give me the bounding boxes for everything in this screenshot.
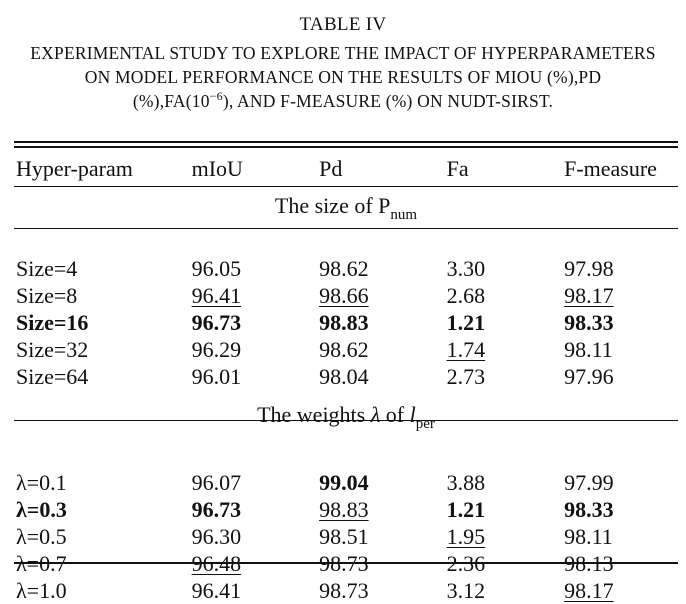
section-weights-pre: The weights: [257, 401, 371, 427]
cell-fa: 3.12: [446, 578, 486, 603]
section-row-weights: The weights λ of lper: [14, 390, 678, 442]
cell-miou: 96.05: [191, 256, 242, 281]
table-row: λ=0.5 96.30 98.51 1.95 98.11: [14, 523, 678, 550]
top-rule-1: [14, 141, 678, 143]
cell-fa: 2.68: [446, 283, 486, 308]
section-weights-l: l: [409, 401, 416, 427]
header-f-measure: F-measure: [564, 155, 657, 181]
header-fa: Fa: [446, 155, 469, 181]
table-row: λ=0.3 96.73 98.83 1.21 98.33: [14, 496, 678, 523]
row-label: λ=0.7: [16, 551, 67, 576]
section-weights-subscript: per: [415, 415, 435, 432]
cell-f-measure: 98.17: [564, 283, 614, 308]
cell-pd: 98.04: [319, 364, 369, 389]
cell-fa: 1.21: [446, 497, 486, 522]
header-row: Hyper-param mIoU Pd Fa F-measure: [14, 150, 678, 186]
caption-line-3: (%),FA(10−6), AND F-MEASURE (%) ON NUDT-…: [0, 88, 686, 116]
table-row: λ=0.1 96.07 99.04 3.88 97.99: [14, 469, 678, 496]
caption-line-1: EXPERIMENTAL STUDY TO EXPLORE THE IMPACT…: [30, 43, 656, 63]
row-label: λ=0.1: [16, 470, 67, 495]
table-title: TABLE IV: [299, 14, 387, 35]
top-rule-2: [14, 146, 678, 148]
header-hyper-param: Hyper-param: [16, 155, 133, 181]
header-miou: mIoU: [191, 155, 243, 181]
cell-fa: 1.74: [446, 337, 486, 362]
cell-miou: 96.41: [191, 283, 242, 308]
table-row: Size=16 96.73 98.83 1.21 98.33: [14, 309, 678, 336]
bottom-rule: [14, 562, 678, 564]
cell-miou: 96.07: [191, 470, 242, 495]
row-label: Size=8: [16, 283, 78, 308]
caption-line-3-post: ), AND F-MEASURE (%) ON NUDT-SIRST.: [222, 91, 554, 111]
cell-f-measure: 98.33: [564, 310, 614, 335]
cell-miou: 96.73: [191, 310, 242, 335]
cell-f-measure: 98.17: [564, 578, 614, 603]
section-label-weights: The weights λ of lper: [14, 390, 678, 442]
cell-miou: 96.30: [191, 524, 242, 549]
cell-pd: 98.83: [319, 310, 369, 335]
section-weights-lambda: λ: [370, 401, 381, 427]
cell-f-measure: 98.11: [564, 337, 613, 362]
cell-pd: 98.62: [319, 256, 369, 281]
cell-pd: 98.73: [319, 551, 369, 576]
section-size-subscript: num: [390, 206, 418, 223]
caption-superscript: −6: [209, 89, 223, 103]
cell-f-measure: 97.96: [564, 364, 614, 389]
section-size-text: The size of P: [274, 192, 391, 218]
cell-fa: 2.36: [446, 551, 486, 576]
table-row: Size=4 96.05 98.62 3.30 97.98: [14, 255, 678, 282]
cell-fa: 2.73: [446, 364, 486, 389]
section1-rule: [14, 228, 678, 229]
header-rule: [14, 186, 678, 187]
row-label: Size=64: [16, 364, 89, 389]
cell-pd: 98.66: [319, 283, 369, 308]
header-pd: Pd: [319, 155, 343, 181]
table-row: Size=64 96.01 98.04 2.73 97.96: [14, 363, 678, 390]
cell-pd: 98.83: [319, 497, 369, 522]
cell-fa: 1.21: [446, 310, 486, 335]
row-label: Size=32: [16, 337, 89, 362]
cell-pd: 98.51: [319, 524, 369, 549]
row-label: Size=4: [16, 256, 78, 281]
section-label-size: The size of Pnum: [14, 186, 678, 228]
cell-miou: 96.01: [191, 364, 242, 389]
cell-miou: 96.41: [191, 578, 242, 603]
table-row: Size=8 96.41 98.66 2.68 98.17: [14, 282, 678, 309]
cell-fa: 3.30: [446, 256, 486, 281]
table-row: λ=1.0 96.41 98.73 3.12 98.17: [14, 577, 678, 604]
cell-pd: 98.73: [319, 578, 369, 603]
caption-line-3-pre: (%),FA(10: [132, 91, 210, 111]
section-row-size: The size of Pnum: [14, 186, 678, 228]
caption-line-2: ON MODEL PERFORMANCE ON THE RESULTS OF M…: [84, 67, 602, 87]
cell-miou: 96.73: [191, 497, 242, 522]
cell-f-measure: 98.11: [564, 524, 613, 549]
cell-miou: 96.29: [191, 337, 242, 362]
cell-f-measure: 97.99: [564, 470, 614, 495]
cell-pd: 98.62: [319, 337, 369, 362]
row-label: λ=0.5: [16, 524, 67, 549]
table-row: λ=0.7 96.48 98.73 2.36 98.13: [14, 550, 678, 577]
section2-rule: [14, 420, 678, 421]
row-label: λ=1.0: [16, 578, 67, 603]
results-table: Hyper-param mIoU Pd Fa F-measure The siz…: [14, 150, 678, 604]
cell-fa: 1.95: [446, 524, 486, 549]
section-weights-mid: of: [380, 401, 410, 427]
table-row: Size=32 96.29 98.62 1.74 98.11: [14, 336, 678, 363]
cell-f-measure: 98.33: [564, 497, 614, 522]
cell-f-measure: 97.98: [564, 256, 614, 281]
row-label: λ=0.3: [16, 497, 67, 522]
cell-fa: 3.88: [446, 470, 486, 495]
row-label: Size=16: [16, 310, 89, 335]
cell-miou: 96.48: [191, 551, 242, 576]
cell-pd: 99.04: [319, 470, 369, 495]
cell-f-measure: 98.13: [564, 551, 614, 576]
